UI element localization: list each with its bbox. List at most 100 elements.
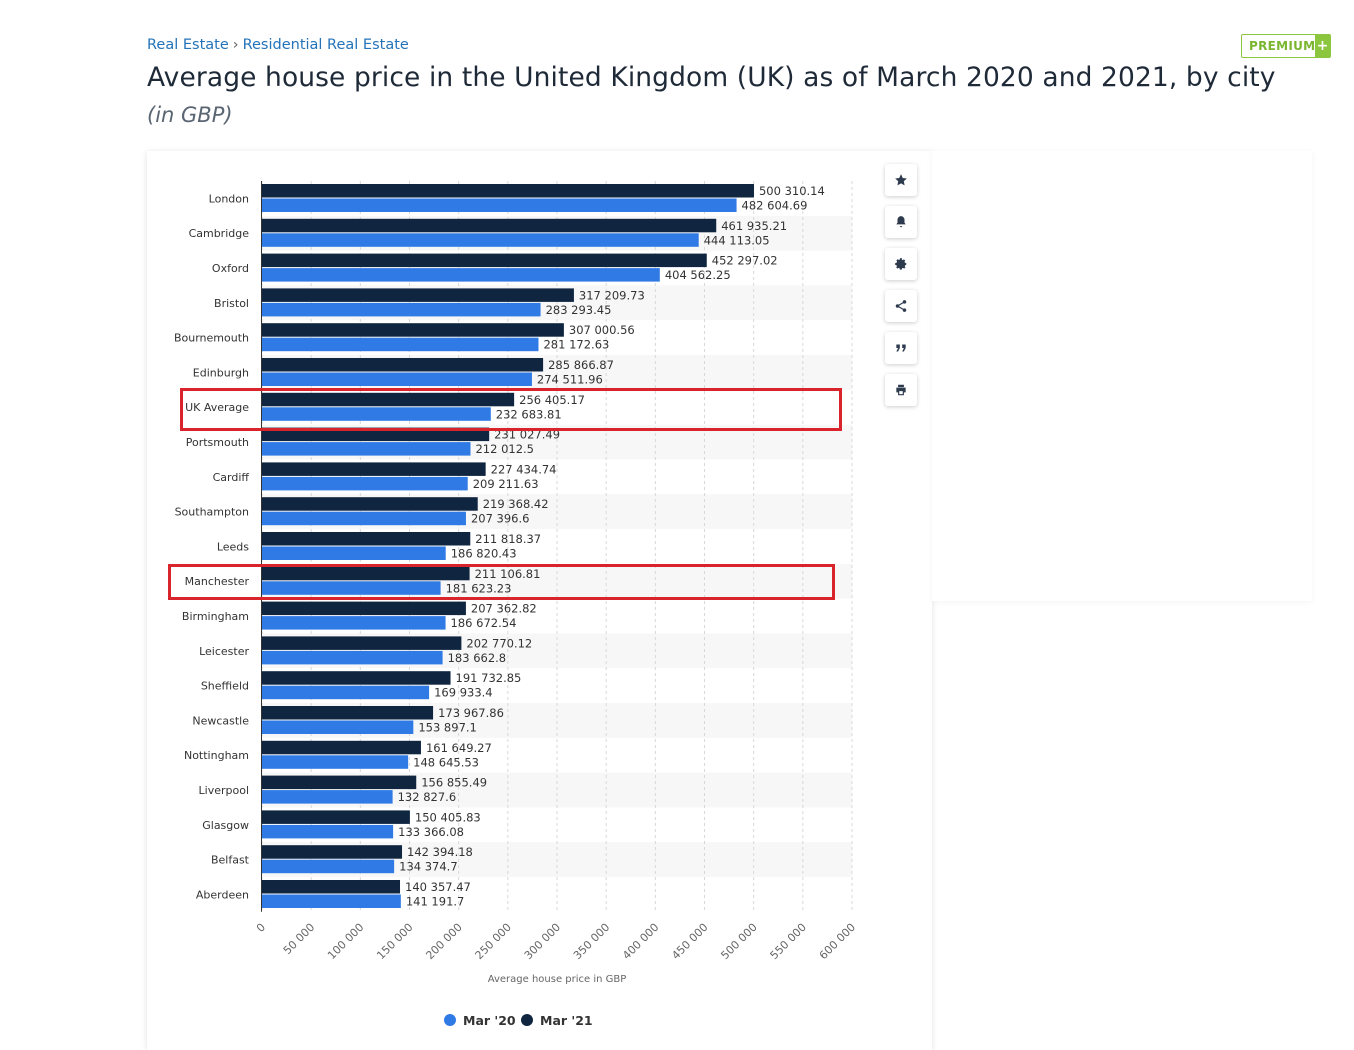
- print-button[interactable]: [885, 374, 917, 406]
- breadcrumb-separator: ›: [232, 37, 239, 53]
- value-label-mar20-cardiff: 209 211.63: [473, 477, 539, 491]
- category-label-glasgow: Glasgow: [202, 819, 249, 832]
- bar-mar20-oxford[interactable]: [262, 268, 660, 282]
- category-label-liverpool: Liverpool: [199, 784, 249, 797]
- bar-mar21-birmingham[interactable]: [262, 601, 466, 616]
- star-icon: [895, 174, 907, 186]
- bar-mar21-southampton[interactable]: [262, 497, 478, 511]
- category-label-southampton: Southampton: [175, 506, 249, 519]
- legend-marker-mar-20[interactable]: [444, 1014, 456, 1026]
- value-label-mar21-portsmouth: 231 027.49: [494, 428, 560, 442]
- value-label-mar20-newcastle: 153 897.1: [418, 721, 477, 735]
- bar-mar21-cambridge[interactable]: [262, 218, 717, 233]
- favorite-button[interactable]: [885, 164, 917, 196]
- bar-mar20-leicester[interactable]: [262, 650, 443, 665]
- gear-icon: [895, 258, 907, 270]
- bar-mar20-nottingham[interactable]: [262, 755, 409, 769]
- category-label-uk-average: UK Average: [185, 401, 249, 414]
- category-label-leeds: Leeds: [217, 540, 249, 553]
- value-label-mar21-southampton: 219 368.42: [483, 497, 549, 511]
- bar-mar21-glasgow[interactable]: [262, 810, 410, 824]
- value-label-mar21-oxford: 452 297.02: [712, 254, 778, 268]
- bar-mar20-aberdeen[interactable]: [262, 894, 401, 909]
- bar-mar20-uk-average[interactable]: [262, 407, 491, 421]
- breadcrumb-real-estate[interactable]: Real Estate: [147, 37, 229, 53]
- bar-mar21-oxford[interactable]: [262, 253, 707, 268]
- category-label-oxford: Oxford: [212, 262, 249, 275]
- bar-mar21-bristol[interactable]: [262, 288, 574, 302]
- bar-mar20-belfast[interactable]: [262, 859, 395, 874]
- bar-mar20-leeds[interactable]: [262, 546, 446, 561]
- x-tick-label: 600 000: [817, 921, 858, 962]
- share-button[interactable]: [885, 290, 917, 322]
- bar-mar21-leeds[interactable]: [262, 532, 471, 546]
- category-label-london: London: [209, 192, 249, 205]
- value-label-mar20-cambridge: 444 113.05: [704, 233, 770, 247]
- bar-mar20-sheffield[interactable]: [262, 685, 430, 700]
- bar-mar20-portsmouth[interactable]: [262, 442, 471, 456]
- legend-label-mar-20[interactable]: Mar '20: [463, 1013, 516, 1028]
- highlight-uk-average: [180, 388, 842, 431]
- bar-mar20-bristol[interactable]: [262, 302, 541, 317]
- value-label-mar21-belfast: 142 394.18: [407, 845, 473, 859]
- share-icon: [895, 300, 907, 312]
- bar-mar21-london[interactable]: [262, 184, 754, 198]
- bar-mar21-cardiff[interactable]: [262, 462, 486, 476]
- premium-badge[interactable]: PREMIUM +: [1241, 34, 1331, 58]
- bar-mar20-cambridge[interactable]: [262, 233, 699, 247]
- bar-mar21-uk-average[interactable]: [262, 392, 515, 407]
- category-label-birmingham: Birmingham: [182, 610, 249, 623]
- bar-mar20-bournemouth[interactable]: [262, 337, 539, 352]
- value-label-mar20-leeds: 186 820.43: [451, 547, 517, 561]
- legend-marker-mar-21[interactable]: [521, 1014, 533, 1026]
- value-label-mar20-leicester: 183 662.8: [448, 651, 507, 665]
- bar-mar21-belfast[interactable]: [262, 845, 403, 859]
- value-label-mar21-cardiff: 227 434.74: [491, 462, 557, 476]
- category-label-aberdeen: Aberdeen: [196, 888, 249, 901]
- side-panel: [932, 151, 1312, 601]
- bar-mar21-liverpool[interactable]: [262, 775, 417, 790]
- value-label-mar21-birmingham: 207 362.82: [471, 602, 537, 616]
- bar-mar21-bournemouth[interactable]: [262, 323, 564, 337]
- x-tick-label: 200 000: [423, 921, 464, 962]
- highlight-manchester: [168, 564, 835, 600]
- breadcrumb: Real Estate › Residential Real Estate: [147, 37, 409, 53]
- bar-mar20-birmingham[interactable]: [262, 616, 446, 630]
- value-label-mar20-bournemouth: 281 172.63: [543, 338, 609, 352]
- bar-mar20-manchester[interactable]: [262, 581, 441, 595]
- settings-button[interactable]: [885, 248, 917, 280]
- bar-mar20-cardiff[interactable]: [262, 476, 468, 491]
- category-label-manchester: Manchester: [185, 575, 250, 588]
- value-label-mar21-cambridge: 461 935.21: [721, 219, 787, 233]
- category-label-sheffield: Sheffield: [201, 680, 249, 693]
- bar-mar21-nottingham[interactable]: [262, 740, 421, 755]
- value-label-mar20-aberdeen: 141 191.7: [406, 895, 465, 909]
- value-label-mar20-birmingham: 186 672.54: [451, 616, 517, 630]
- value-label-mar21-newcastle: 173 967.86: [438, 706, 504, 720]
- print-icon: [896, 384, 906, 396]
- bar-mar21-newcastle[interactable]: [262, 706, 434, 720]
- bar-mar20-london[interactable]: [262, 198, 737, 213]
- value-label-mar21-manchester: 211 106.81: [475, 567, 541, 581]
- bar-mar21-aberdeen[interactable]: [262, 880, 401, 894]
- legend-label-mar-21[interactable]: Mar '21: [540, 1013, 593, 1028]
- value-label-mar21-aberdeen: 140 357.47: [405, 880, 471, 894]
- bar-mar20-liverpool[interactable]: [262, 790, 393, 804]
- bar-mar21-leicester[interactable]: [262, 636, 462, 650]
- bar-mar21-edinburgh[interactable]: [262, 358, 544, 372]
- bar-mar20-newcastle[interactable]: [262, 720, 414, 735]
- value-label-mar20-manchester: 181 623.23: [446, 581, 512, 595]
- x-tick-label: 150 000: [374, 921, 415, 962]
- bar-mar20-edinburgh[interactable]: [262, 372, 532, 387]
- bar-mar20-southampton[interactable]: [262, 511, 466, 526]
- breadcrumb-residential-real-estate[interactable]: Residential Real Estate: [242, 37, 409, 53]
- x-tick-label: 350 000: [571, 921, 612, 962]
- x-tick-label: 400 000: [620, 921, 661, 962]
- bar-mar21-manchester[interactable]: [262, 566, 470, 581]
- bar-mar20-glasgow[interactable]: [262, 824, 394, 839]
- cite-button[interactable]: [885, 332, 917, 364]
- bar-mar21-sheffield[interactable]: [262, 671, 451, 685]
- alert-button[interactable]: [885, 206, 917, 238]
- x-axis-title: Average house price in GBP: [488, 974, 627, 985]
